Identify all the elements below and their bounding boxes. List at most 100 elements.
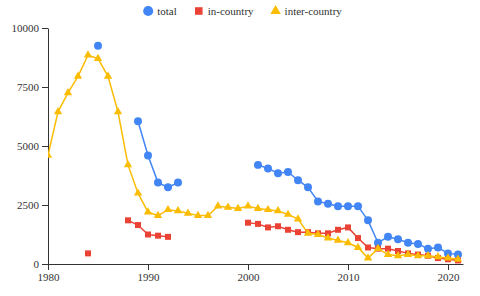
x-axis-tick-mark [348, 264, 349, 270]
data-point [294, 214, 302, 221]
legend-label: in-country [208, 5, 254, 17]
data-point [414, 240, 422, 248]
data-point [264, 205, 272, 212]
data-point [234, 204, 242, 211]
data-point [94, 54, 102, 61]
x-axis-tick: 1980 [38, 264, 61, 283]
data-point [424, 251, 432, 258]
data-point [54, 107, 62, 114]
data-point [114, 107, 122, 114]
data-point [294, 176, 302, 184]
y-axis-tick: 0 [34, 258, 49, 270]
data-point [94, 42, 102, 50]
x-axis-tick-mark [148, 264, 149, 270]
data-point [354, 202, 362, 210]
data-point [384, 250, 392, 257]
data-point [154, 211, 162, 218]
data-point [284, 168, 292, 176]
data-point [344, 238, 352, 245]
data-point [324, 233, 332, 240]
x-axis-tick-label: 2020 [438, 271, 461, 283]
data-point [324, 200, 332, 208]
y-axis-tick-label: 2500 [17, 199, 40, 211]
data-point [194, 211, 202, 218]
x-axis-tick-label: 1990 [138, 271, 161, 283]
data-point [454, 254, 462, 261]
legend-label: inter-country [285, 5, 343, 17]
data-point [144, 207, 152, 214]
data-point [404, 239, 412, 247]
data-point [164, 183, 172, 191]
data-point [255, 221, 261, 227]
data-point [134, 117, 142, 125]
data-point [344, 202, 352, 210]
data-point [245, 220, 251, 226]
series-line [98, 46, 458, 255]
x-axis-tick-label: 2010 [338, 271, 361, 283]
y-axis: 0 2500 5000 7500 10000 [12, 22, 49, 270]
y-axis-tick-label: 7500 [17, 81, 40, 93]
data-point [174, 179, 182, 187]
legend-marker [143, 6, 153, 16]
data-point [174, 206, 182, 213]
data-point [74, 72, 82, 79]
y-axis-tick-label: 5000 [17, 140, 40, 152]
x-axis-tick-label: 2000 [238, 271, 261, 283]
data-point [125, 217, 131, 223]
data-point [314, 230, 322, 237]
data-point [274, 206, 282, 213]
y-axis-tick: 7500 [17, 81, 48, 93]
data-point [264, 164, 272, 172]
data-point [275, 223, 281, 229]
data-point [214, 201, 222, 208]
data-point [285, 227, 291, 233]
data-point [304, 229, 312, 236]
y-axis-tick-mark [42, 28, 48, 29]
data-point [164, 205, 172, 212]
x-axis-tick: 2010 [338, 264, 361, 283]
x-axis-tick-mark [448, 264, 449, 270]
legend-marker [195, 7, 203, 15]
data-point [124, 160, 132, 167]
data-point [394, 251, 402, 258]
data-point [295, 229, 301, 235]
data-point [284, 210, 292, 217]
data-point [204, 211, 212, 218]
data-point [224, 203, 232, 210]
data-point [364, 216, 372, 224]
legend-item: total [143, 5, 177, 17]
legend-marker [270, 5, 281, 14]
data-point [374, 244, 382, 251]
y-axis-tick-mark [42, 146, 48, 147]
legend: total in-country inter-country [143, 5, 342, 17]
y-axis-tick: 2500 [17, 199, 48, 211]
y-axis-tick-mark [42, 87, 48, 88]
data-point [155, 233, 161, 239]
x-axis-line [49, 264, 464, 265]
data-point [404, 250, 412, 257]
x-axis-tick-label: 1980 [38, 271, 61, 283]
data-point [444, 253, 452, 260]
data-point [304, 183, 312, 191]
data-point [384, 233, 392, 241]
x-axis-tick: 2020 [438, 264, 461, 283]
data-point [434, 243, 442, 251]
data-point [265, 224, 271, 230]
series-line [88, 220, 458, 260]
legend-item: inter-country [270, 5, 342, 17]
data-point [48, 151, 52, 158]
legend-item: in-country [195, 5, 254, 17]
data-point [335, 227, 341, 233]
plot-area [48, 42, 462, 264]
x-axis-tick: 2000 [238, 264, 261, 283]
data-point [165, 234, 171, 240]
data-point [314, 197, 322, 205]
series-line [48, 55, 458, 259]
data-point [144, 151, 152, 159]
y-axis-tick: 10000 [12, 22, 49, 34]
data-point [154, 179, 162, 187]
y-axis-tick-mark [42, 264, 48, 265]
data-point [334, 236, 342, 243]
data-point [334, 202, 342, 210]
x-axis-tick-mark [48, 264, 49, 270]
